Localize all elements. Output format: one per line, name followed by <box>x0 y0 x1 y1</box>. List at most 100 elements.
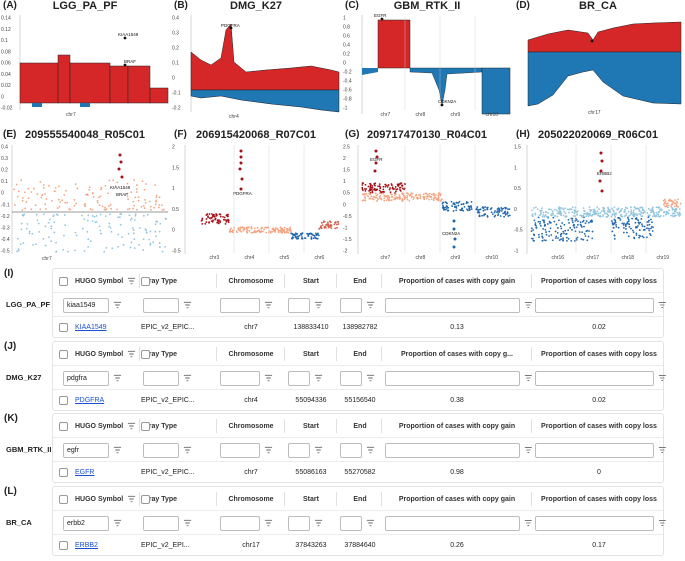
select-all-checkbox[interactable] <box>59 269 71 293</box>
column-separator[interactable] <box>531 347 532 361</box>
column-filter-input[interactable] <box>143 370 179 386</box>
column-header-5[interactable]: Proportion of cases with copy gain <box>383 487 531 511</box>
column-filter-input[interactable] <box>220 515 260 531</box>
column-header-4[interactable]: End <box>338 414 382 438</box>
column-header-5[interactable]: Proportion of cases with copy g... <box>383 342 531 366</box>
column-filter-input[interactable] <box>340 515 362 531</box>
column-separator[interactable] <box>216 492 217 506</box>
filter-icon[interactable] <box>658 446 667 454</box>
grid-data-row[interactable]: KIAA1549 EPIC_v2_EPIC... chr7 138833410 1389… <box>53 315 663 339</box>
row-checkbox[interactable] <box>59 315 71 339</box>
filter-icon[interactable] <box>113 301 122 309</box>
filter-icon[interactable] <box>113 446 122 454</box>
column-separator[interactable] <box>336 274 337 288</box>
filter-icon[interactable] <box>183 519 192 527</box>
column-menu-icon[interactable] <box>127 269 137 293</box>
filter-icon[interactable] <box>524 374 533 382</box>
column-header-6[interactable]: Proportion of cases with copy loss <box>533 414 665 438</box>
filter-icon[interactable] <box>314 519 323 527</box>
column-separator[interactable] <box>216 347 217 361</box>
column-filter-input[interactable] <box>220 442 260 458</box>
column-header-3[interactable]: Start <box>286 414 336 438</box>
grid-cell[interactable]: PDGFRA <box>75 388 139 412</box>
column-filter-input[interactable] <box>535 297 655 313</box>
column-filter-input[interactable]: pdgfra <box>63 370 109 386</box>
select-all-checkbox[interactable] <box>59 487 71 511</box>
filter-icon[interactable] <box>264 374 273 382</box>
column-menu-icon[interactable] <box>127 414 137 438</box>
filter-icon[interactable] <box>314 374 323 382</box>
grid-cell[interactable]: KIAA1549 <box>75 315 139 339</box>
column-separator[interactable] <box>284 419 285 433</box>
column-header-5[interactable]: Proportion of cases with copy gain <box>383 269 531 293</box>
column-header-4[interactable]: End <box>338 342 382 366</box>
column-header-6[interactable]: Proportion of cases with copy loss <box>533 342 665 366</box>
column-header-5[interactable]: Proportion of cases with copy gain <box>383 414 531 438</box>
column-header-0[interactable]: HUGO Symbol <box>75 342 139 366</box>
column-filter-input[interactable] <box>288 370 310 386</box>
column-separator[interactable] <box>336 492 337 506</box>
column-header-3[interactable]: Start <box>286 269 336 293</box>
column-separator[interactable] <box>531 419 532 433</box>
filter-icon[interactable] <box>658 374 667 382</box>
filter-icon[interactable] <box>264 446 273 454</box>
column-filter-input[interactable] <box>385 370 521 386</box>
column-filter-input[interactable] <box>288 297 310 313</box>
column-header-6[interactable]: Proportion of cases with copy loss <box>533 487 665 511</box>
select-all-checkbox[interactable] <box>59 342 71 366</box>
array-type-checkbox[interactable] <box>141 269 153 293</box>
filter-icon[interactable] <box>314 446 323 454</box>
filter-icon[interactable] <box>113 519 122 527</box>
array-type-checkbox[interactable] <box>141 414 153 438</box>
column-separator[interactable] <box>139 492 140 506</box>
column-separator[interactable] <box>139 347 140 361</box>
filter-icon[interactable] <box>183 301 192 309</box>
column-separator[interactable] <box>336 419 337 433</box>
column-filter-input[interactable] <box>220 297 260 313</box>
column-header-1[interactable]: Array Type <box>141 269 217 293</box>
filter-icon[interactable] <box>264 301 273 309</box>
filter-icon[interactable] <box>183 374 192 382</box>
filter-icon[interactable] <box>524 446 533 454</box>
column-separator[interactable] <box>284 274 285 288</box>
column-header-3[interactable]: Start <box>286 487 336 511</box>
gene-link[interactable]: ERBB2 <box>75 541 98 549</box>
column-separator[interactable] <box>531 492 532 506</box>
column-separator[interactable] <box>381 492 382 506</box>
filter-icon[interactable] <box>264 519 273 527</box>
column-separator[interactable] <box>216 274 217 288</box>
filter-icon[interactable] <box>366 446 375 454</box>
row-checkbox[interactable] <box>59 533 71 557</box>
column-filter-input[interactable] <box>143 297 179 313</box>
filter-icon[interactable] <box>366 301 375 309</box>
filter-icon[interactable] <box>366 519 375 527</box>
column-header-0[interactable]: HUGO Symbol <box>75 269 139 293</box>
column-separator[interactable] <box>284 347 285 361</box>
column-filter-input[interactable] <box>385 297 521 313</box>
column-menu-icon[interactable] <box>127 342 137 366</box>
column-header-2[interactable]: Chromosome <box>218 269 284 293</box>
column-separator[interactable] <box>381 419 382 433</box>
column-separator[interactable] <box>381 274 382 288</box>
column-filter-input[interactable] <box>385 442 521 458</box>
column-filter-input[interactable] <box>385 515 521 531</box>
column-header-1[interactable]: Array Type <box>141 414 217 438</box>
gene-link[interactable]: PDGFRA <box>75 396 105 404</box>
column-filter-input[interactable] <box>288 515 310 531</box>
filter-icon[interactable] <box>366 374 375 382</box>
column-header-3[interactable]: Start <box>286 342 336 366</box>
filter-icon[interactable] <box>183 446 192 454</box>
filter-icon[interactable] <box>314 301 323 309</box>
column-separator[interactable] <box>336 347 337 361</box>
column-filter-input[interactable]: kiaa1549 <box>63 297 109 313</box>
column-menu-icon[interactable] <box>127 487 137 511</box>
column-header-1[interactable]: Array Type <box>141 342 217 366</box>
filter-icon[interactable] <box>113 374 122 382</box>
filter-icon[interactable] <box>658 519 667 527</box>
select-all-checkbox[interactable] <box>59 414 71 438</box>
column-separator[interactable] <box>284 492 285 506</box>
gene-link[interactable]: KIAA1549 <box>75 323 107 331</box>
row-checkbox[interactable] <box>59 460 71 484</box>
column-header-0[interactable]: HUGO Symbol <box>75 487 139 511</box>
column-filter-input[interactable] <box>143 442 179 458</box>
